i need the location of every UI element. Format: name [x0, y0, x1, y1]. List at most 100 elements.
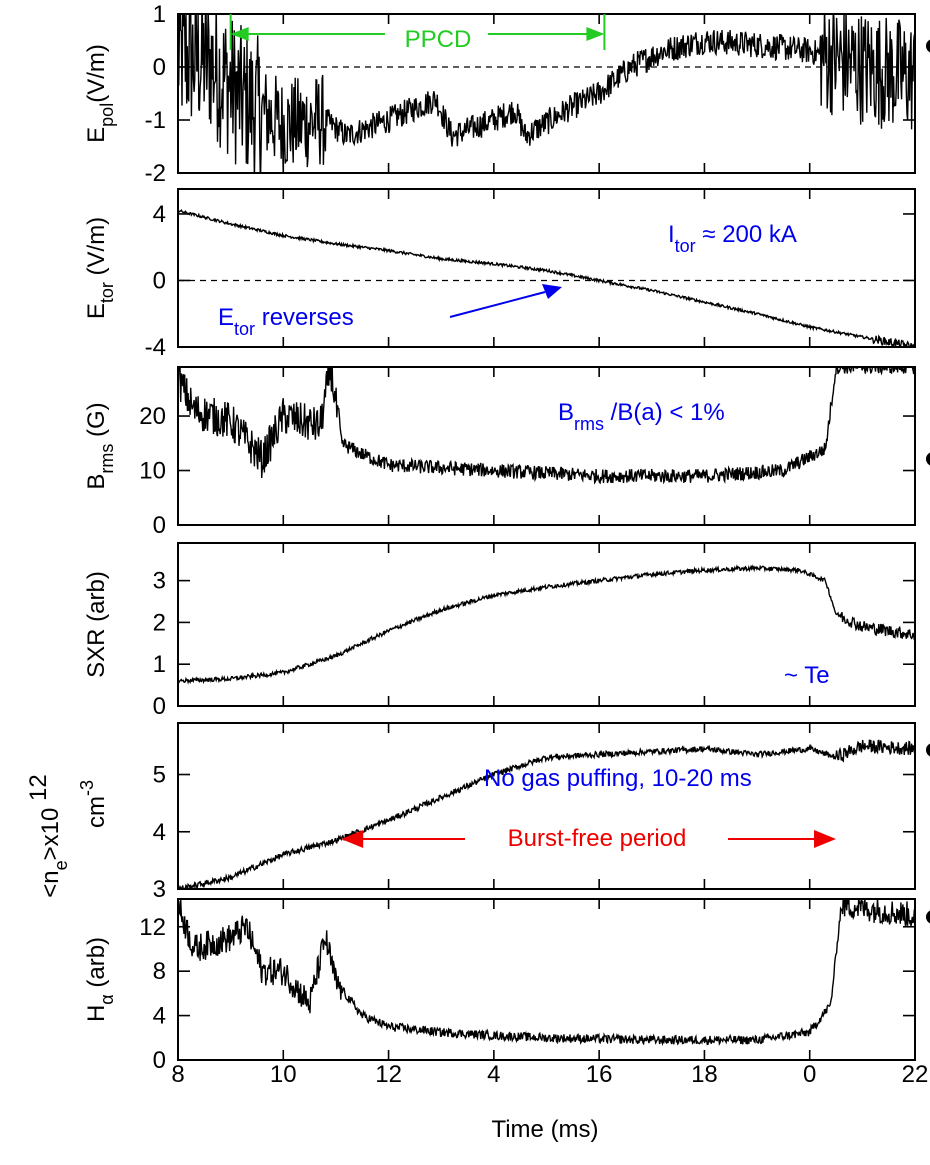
ylabel-halpha: Hα (arb) — [83, 937, 117, 1022]
edge-mark-4 — [926, 910, 930, 924]
gas-annotation: No gas puffing, 10-20 ms — [484, 765, 752, 792]
itor-sub: tor — [675, 236, 696, 256]
etor-rev-tail: reverses — [255, 304, 354, 331]
ylabel-sub-epol: pol — [97, 103, 117, 127]
burst-free-annotation: Burst-free period — [341, 825, 837, 852]
xtick-label-7: 22 — [902, 1061, 929, 1088]
ylabel-sub-etor: tor — [97, 282, 117, 303]
ytick-label-halpha-1: 4 — [153, 1003, 166, 1030]
ytick-label-halpha-2: 8 — [153, 958, 166, 985]
frame-ne — [177, 722, 916, 890]
trace-halpha — [178, 899, 915, 1047]
trace-sxr — [178, 564, 915, 685]
ppcd-arrowhead-left — [230, 27, 249, 41]
ytick-label-halpha-3: 12 — [139, 914, 166, 941]
panel-epol: -2 -1 0 1 Epol(V/m) — [83, 1, 916, 187]
ylabel-sub-halpha: α — [97, 994, 117, 1004]
panel-halpha: 0 4 8 12 Hα (arb) — [83, 898, 916, 1074]
frame-halpha — [177, 898, 916, 1061]
etor-reverses-annotation: Etor reverses — [218, 304, 354, 339]
burst-free-label: Burst-free period — [508, 825, 687, 852]
panel-etor: -4 0 4 Etor (V/m) — [83, 188, 916, 361]
ylabel2-ne: cm-3 — [77, 780, 110, 828]
edge-mark-1 — [926, 39, 930, 53]
brms-ratio-tail: /B(a) < 1% — [604, 399, 725, 426]
x-axis-label: Time (ms) — [491, 1116, 598, 1143]
burst-arrowhead-right — [814, 830, 837, 848]
ytick-label-ne-1: 4 — [153, 819, 166, 846]
ppcd-arrowhead-right — [586, 27, 605, 41]
trace-brms — [178, 367, 915, 485]
ylabel2-sup-ne: -3 — [77, 780, 97, 796]
frame-epol — [177, 13, 916, 174]
ylabel-tail-ne: >x10 — [37, 808, 64, 861]
ytick-label-etor-2: 4 — [153, 201, 166, 228]
ylabel-ne: <ne>x10 12 — [25, 774, 71, 897]
etor-rev-sub: tor — [234, 319, 255, 339]
ylabel-main-ne: <n — [37, 870, 64, 897]
ylabel-main-epol: E — [83, 127, 110, 143]
brms-ratio-sub: rms — [574, 414, 604, 434]
ylabel-brms: Brms (G) — [83, 402, 117, 489]
burst-arrowhead-left — [341, 830, 364, 848]
xtick-label-6: 0 — [803, 1061, 816, 1088]
brms-ratio-annotation: Brms /B(a) < 1% — [558, 399, 725, 434]
ylabel-sub-ne: e — [51, 860, 71, 870]
ylabel-sxr: SXR (arb) — [83, 571, 110, 678]
frame-sxr — [177, 542, 916, 707]
edge-mark-2 — [926, 452, 930, 466]
ylabel-main-brms: B — [83, 474, 110, 490]
ytick-label-epol-2: 0 — [153, 54, 166, 81]
xtick-label-0: 8 — [171, 1061, 184, 1088]
xtick-label-4: 16 — [586, 1061, 613, 1088]
ytick-label-ne-0: 3 — [153, 876, 166, 903]
ytick-label-epol-0: -2 — [145, 160, 166, 187]
ytick-label-brms-2: 20 — [139, 403, 166, 430]
xtick-label-5: 18 — [691, 1061, 718, 1088]
ylabel-main-halpha: H — [83, 1005, 110, 1022]
ylabel-tail-epol: (V/m) — [83, 44, 110, 103]
frame-brms — [177, 366, 916, 526]
ytick-label-sxr-1: 1 — [153, 651, 166, 678]
brms-ratio-main: B — [558, 399, 574, 426]
ytick-label-sxr-3: 3 — [153, 568, 166, 595]
trace-etor — [178, 209, 915, 347]
ylabel-tail-etor: (V/m) — [83, 217, 110, 282]
ylabel-main-sxr: SXR (arb) — [83, 571, 110, 678]
edge-mark-3 — [926, 743, 930, 757]
ytick-label-sxr-2: 2 — [153, 609, 166, 636]
ytick-label-epol-3: 1 — [153, 1, 166, 28]
ytick-label-etor-0: -4 — [145, 334, 166, 361]
ylabel-epol: Epol(V/m) — [83, 44, 117, 143]
xtick-label-1: 10 — [270, 1061, 297, 1088]
ylabel2-main-ne: cm — [83, 796, 110, 828]
itor-main: I — [668, 221, 675, 248]
xtick-label-3: 4 — [487, 1061, 500, 1088]
ylabel-main-etor: E — [83, 303, 110, 319]
ytick-label-etor-1: 0 — [153, 267, 166, 294]
etor-rev-main: E — [218, 304, 234, 331]
trace-ne — [178, 739, 915, 889]
ytick-label-halpha-0: 0 — [153, 1047, 166, 1074]
ppcd-annotation: PPCD — [229, 14, 606, 53]
xtick-label-2: 12 — [375, 1061, 402, 1088]
ytick-label-brms-1: 10 — [139, 458, 166, 485]
ytick-label-sxr-0: 0 — [153, 693, 166, 720]
ylabel-sup-ne: 12 — [25, 774, 52, 807]
ylabel-sub-brms: rms — [97, 444, 117, 474]
itor-tail: ≈ 200 kA — [696, 221, 797, 248]
ylabel-etor: Etor (V/m) — [83, 217, 117, 319]
panel-brms: 0 10 20 Brms (G) — [83, 366, 916, 539]
te-annotation: ~ Te — [784, 662, 830, 689]
x-axis-ticks: 8 10 12 4 16 18 0 22 — [171, 1061, 928, 1088]
itor-annotation: Itor ≈ 200 kA — [668, 221, 797, 256]
ytick-label-brms-0: 0 — [153, 512, 166, 539]
frame-etor — [177, 188, 916, 348]
ytick-label-epol-1: -1 — [145, 107, 166, 134]
trace-epol — [178, 14, 915, 173]
etor-reverses-arrow — [449, 291, 546, 318]
ylabel-tail-brms: (G) — [83, 402, 110, 443]
